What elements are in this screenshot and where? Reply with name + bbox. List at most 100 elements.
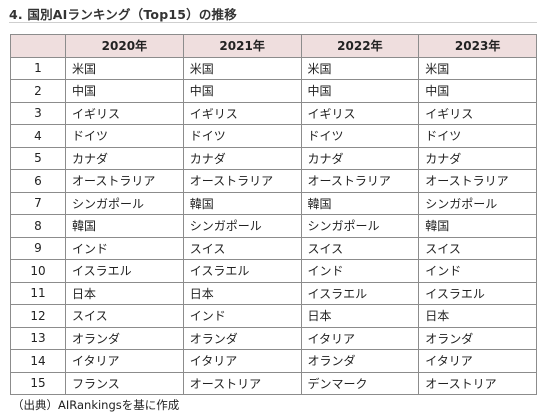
header-cell-2023: 2023年 <box>418 34 537 58</box>
rank-cell: 13 <box>10 326 66 350</box>
country-cell-2022: カナダ <box>300 146 420 170</box>
rank-cell: 12 <box>10 304 66 328</box>
country-cell-2022: 中国 <box>300 79 420 103</box>
header-cell-2022: 2022年 <box>300 34 420 58</box>
country-cell-2022: 韓国 <box>300 191 420 215</box>
page-title: 4. 国別AIランキング（Top15）の推移 <box>9 7 237 22</box>
country-cell-2020: オランダ <box>65 326 184 350</box>
country-cell-2020: カナダ <box>65 146 184 170</box>
rank-cell: 11 <box>10 281 66 305</box>
table-row: 11 日本 日本 イスラエル イスラエル <box>10 281 537 305</box>
country-cell-2023: 米国 <box>418 56 537 80</box>
rank-cell: 7 <box>10 191 66 215</box>
country-cell-2022: イスラエル <box>300 281 420 305</box>
table-row: 10 イスラエル イスラエル インド インド <box>10 259 537 283</box>
rank-cell: 6 <box>10 169 66 193</box>
country-cell-2023: 韓国 <box>418 214 537 238</box>
table-row: 12 スイス インド 日本 日本 <box>10 304 537 328</box>
country-cell-2022: オーストラリア <box>300 169 420 193</box>
header-row: 2020年 2021年 2022年 2023年 <box>10 34 537 58</box>
table-row: 3 イギリス イギリス イギリス イギリス <box>10 101 537 125</box>
country-cell-2021: イスラエル <box>182 259 302 283</box>
table-row: 1 米国 米国 米国 米国 <box>10 56 537 80</box>
rank-cell: 2 <box>10 79 66 103</box>
rank-cell: 1 <box>10 56 66 80</box>
country-cell-2020: 米国 <box>65 56 184 80</box>
country-cell-2021: ドイツ <box>182 124 302 148</box>
country-cell-2020: 中国 <box>65 79 184 103</box>
country-cell-2022: イギリス <box>300 101 420 125</box>
rank-cell: 3 <box>10 101 66 125</box>
country-cell-2021: カナダ <box>182 146 302 170</box>
country-cell-2021: 米国 <box>182 56 302 80</box>
table-row: 7 シンガポール 韓国 韓国 シンガポール <box>10 191 537 215</box>
country-cell-2021: イタリア <box>182 349 302 373</box>
country-cell-2020: スイス <box>65 304 184 328</box>
country-cell-2021: インド <box>182 304 302 328</box>
table-row: 5 カナダ カナダ カナダ カナダ <box>10 146 537 170</box>
rank-cell: 4 <box>10 124 66 148</box>
country-cell-2023: オーストラリア <box>418 169 537 193</box>
country-cell-2021: 韓国 <box>182 191 302 215</box>
country-cell-2020: ドイツ <box>65 124 184 148</box>
country-cell-2020: シンガポール <box>65 191 184 215</box>
table-row: 9 インド スイス スイス スイス <box>10 236 537 260</box>
table-row: 13 オランダ オランダ イタリア オランダ <box>10 326 537 350</box>
rank-cell: 14 <box>10 349 66 373</box>
country-cell-2020: 韓国 <box>65 214 184 238</box>
country-cell-2022: 米国 <box>300 56 420 80</box>
table-row: 2 中国 中国 中国 中国 <box>10 79 537 103</box>
country-cell-2022: 日本 <box>300 304 420 328</box>
country-cell-2022: ドイツ <box>300 124 420 148</box>
country-cell-2021: スイス <box>182 236 302 260</box>
table-body: 1 米国 米国 米国 米国 2 中国 中国 中国 中国 3 イギリス イギリス イギリス イギリス 4 ドイツド… <box>10 56 537 395</box>
country-cell-2021: 日本 <box>182 281 302 305</box>
country-cell-2023: ドイツ <box>418 124 537 148</box>
country-cell-2021: オーストリア <box>182 371 302 395</box>
country-cell-2022: オランダ <box>300 349 420 373</box>
country-cell-2020: 日本 <box>65 281 184 305</box>
rank-cell: 9 <box>10 236 66 260</box>
source-note: （出典）AIRankingsを基に作成 <box>12 398 180 412</box>
header-cell-rank <box>10 34 66 58</box>
country-cell-2021: イギリス <box>182 101 302 125</box>
country-cell-2020: イタリア <box>65 349 184 373</box>
country-cell-2023: イタリア <box>418 349 537 373</box>
table-row: 4 ドイツ ドイツ ドイツ ドイツ <box>10 124 537 148</box>
country-cell-2020: イギリス <box>65 101 184 125</box>
table-row: 14 イタリア イタリア オランダ イタリア <box>10 349 537 373</box>
country-cell-2020: イスラエル <box>65 259 184 283</box>
country-cell-2023: 日本 <box>418 304 537 328</box>
rank-cell: 10 <box>10 259 66 283</box>
country-cell-2023: 中国 <box>418 79 537 103</box>
country-cell-2023: スイス <box>418 236 537 260</box>
table-row: 8 韓国 シンガポール シンガポール 韓国 <box>10 214 537 238</box>
country-cell-2020: オーストラリア <box>65 169 184 193</box>
header-cell-2020: 2020年 <box>65 34 184 58</box>
country-cell-2020: インド <box>65 236 184 260</box>
table-row: 6 オーストラリア オーストラリア オーストラリア オーストラリア <box>10 169 537 193</box>
country-cell-2020: フランス <box>65 371 184 395</box>
rank-cell: 8 <box>10 214 66 238</box>
country-cell-2022: シンガポール <box>300 214 420 238</box>
header-cell-2021: 2021年 <box>182 34 302 58</box>
country-cell-2022: イタリア <box>300 326 420 350</box>
country-cell-2023: シンガポール <box>418 191 537 215</box>
country-cell-2023: イギリス <box>418 101 537 125</box>
country-cell-2021: オランダ <box>182 326 302 350</box>
country-cell-2023: インド <box>418 259 537 283</box>
country-cell-2023: カナダ <box>418 146 537 170</box>
country-cell-2022: デンマーク <box>300 371 420 395</box>
ranking-table: 2020年 2021年 2022年 2023年 1 米国 米国 米国 米国 2 中国 中国 中国… <box>10 34 537 395</box>
country-cell-2023: オーストリア <box>418 371 537 395</box>
rank-cell: 15 <box>10 371 66 395</box>
country-cell-2022: スイス <box>300 236 420 260</box>
country-cell-2021: 中国 <box>182 79 302 103</box>
country-cell-2023: イスラエル <box>418 281 537 305</box>
country-cell-2021: オーストラリア <box>182 169 302 193</box>
rank-cell: 5 <box>10 146 66 170</box>
country-cell-2021: シンガポール <box>182 214 302 238</box>
table-row: 15 フランス オーストリア デンマーク オーストリア <box>10 371 537 395</box>
country-cell-2023: オランダ <box>418 326 537 350</box>
title-divider <box>9 22 537 23</box>
